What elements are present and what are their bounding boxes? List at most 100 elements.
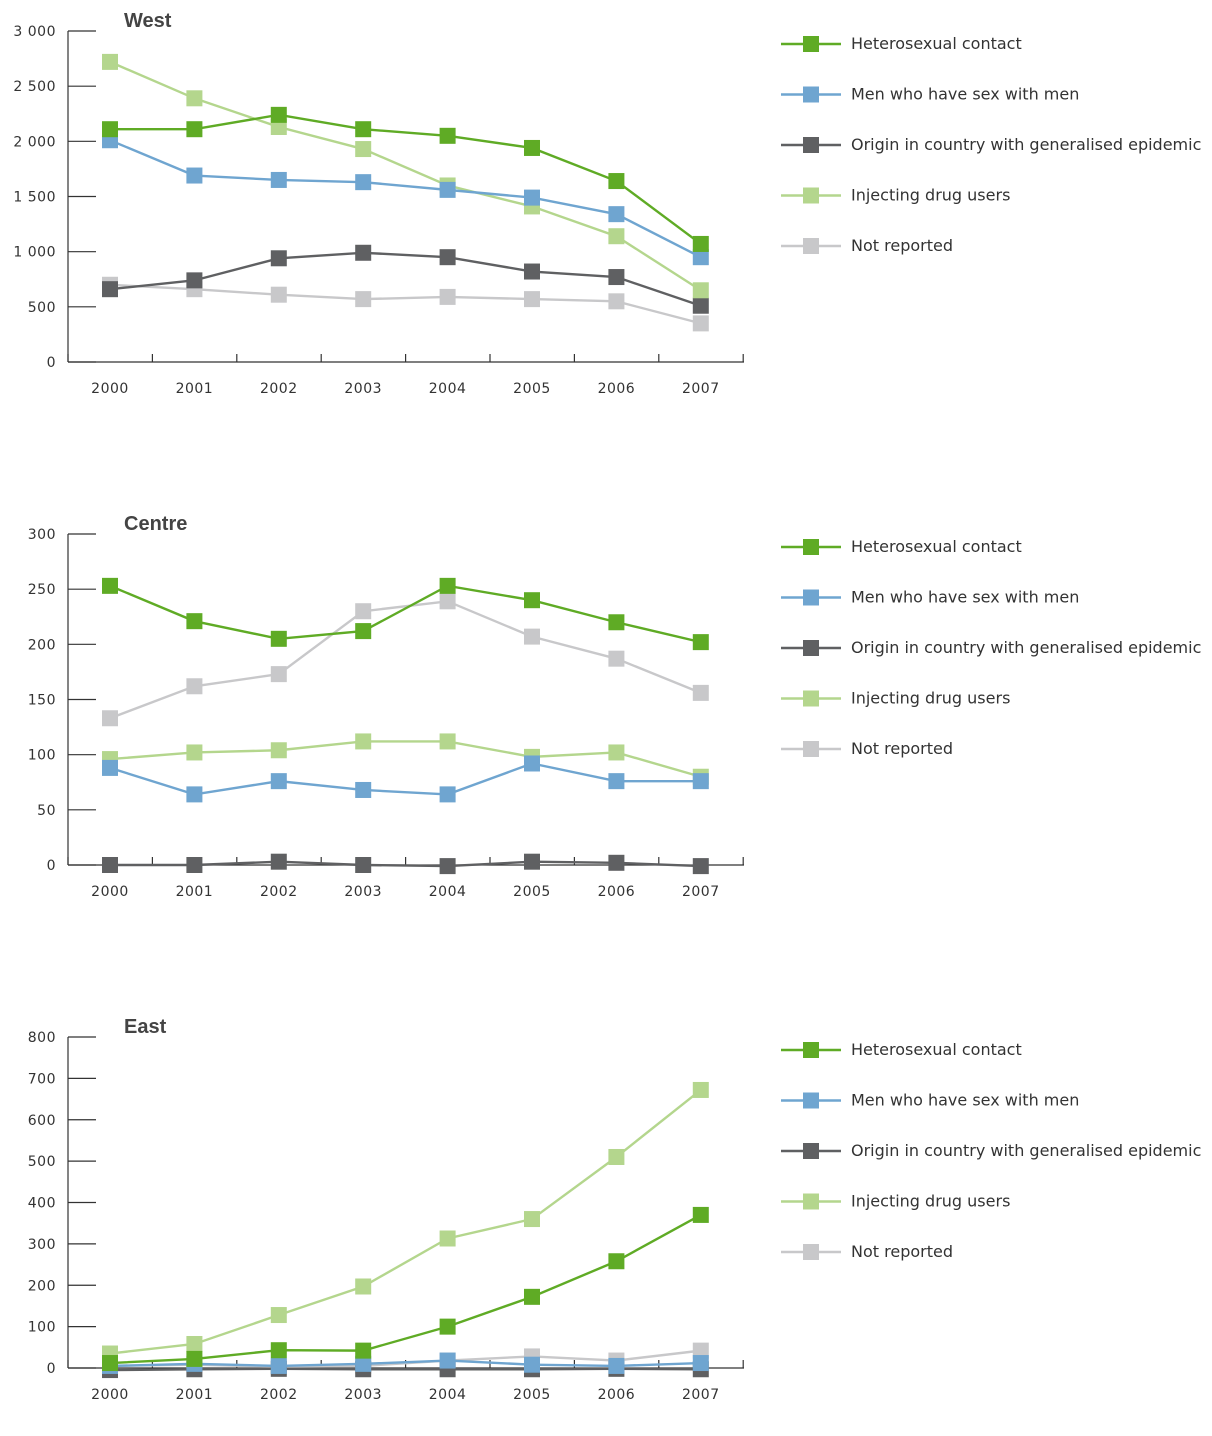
data-point-origin-in-country-with-generalised-epidemic	[692, 297, 709, 314]
legend-label-injecting-drug-users: Injecting drug users	[851, 689, 1010, 708]
legend-label-heterosexual-contact: Heterosexual contact	[851, 1040, 1022, 1059]
legend-swatch-heterosexual-contact	[803, 539, 819, 555]
x-tick-label: 2001	[176, 381, 214, 397]
chart-title-east: East	[124, 1016, 167, 1038]
x-tick-label: 2003	[344, 1387, 382, 1403]
data-point-not-reported	[439, 593, 456, 610]
x-tick-label: 2000	[91, 1387, 129, 1403]
data-point-not-reported	[608, 293, 625, 310]
data-point-not-reported	[186, 678, 203, 695]
legend-swatch-origin-in-country-with-generalised-epidemic	[803, 640, 819, 656]
series-line-heterosexual-contact	[109, 1213, 702, 1365]
legend-swatch-injecting-drug-users	[803, 187, 819, 204]
data-point-heterosexual-contact	[608, 1253, 625, 1270]
data-point-origin-in-country-with-generalised-epidemic	[608, 269, 625, 286]
legend-swatch-origin-in-country-with-generalised-epidemic	[803, 137, 819, 153]
data-point-men-who-have-sex-with-men	[355, 781, 372, 798]
y-tick-label: 50	[37, 803, 56, 819]
chart-centre: Centre 0 50 100 150 200 250 300 2000 2001 2002 2003…	[28, 513, 1202, 900]
y-tick-label: 300	[28, 527, 56, 543]
data-point-heterosexual-contact	[270, 106, 287, 123]
legend-label-origin-in-country-with-generalised-epidemic: Origin in country with generalised epide…	[851, 638, 1201, 657]
legend-label-heterosexual-contact: Heterosexual contact	[851, 537, 1022, 556]
data-point-heterosexual-contact	[524, 592, 540, 609]
data-point-heterosexual-contact	[524, 139, 540, 156]
x-tick-label: 2000	[91, 381, 129, 397]
data-point-injecting-drug-users	[439, 1230, 456, 1247]
x-tick-label: 2005	[513, 381, 551, 397]
x-tick-label: 2006	[598, 381, 636, 397]
series-line-men-who-have-sex-with-men	[109, 762, 701, 796]
data-point-heterosexual-contact	[186, 121, 203, 138]
legend-label-heterosexual-contact: Heterosexual contact	[851, 34, 1022, 53]
data-point-heterosexual-contact	[608, 614, 625, 631]
series-line-injecting-drug-users	[109, 1089, 702, 1355]
y-tick-label: 300	[28, 1237, 56, 1253]
chart-panel-centre: Centre 0 50 100 150 200 250 300 2000 2001 2002 2003…	[0, 503, 1212, 933]
data-point-men-who-have-sex-with-men	[439, 1352, 456, 1369]
legend-label-men-who-have-sex-with-men: Men who have sex with men	[851, 588, 1079, 607]
data-point-men-who-have-sex-with-men	[439, 786, 456, 803]
data-point-men-who-have-sex-with-men	[692, 249, 709, 266]
legend-label-not-reported: Not reported	[851, 739, 953, 758]
data-point-men-who-have-sex-with-men	[692, 1355, 709, 1372]
legend-label-injecting-drug-users: Injecting drug users	[851, 1192, 1010, 1211]
y-tick-label: 0	[47, 858, 56, 874]
data-point-origin-in-country-with-generalised-epidemic	[270, 853, 287, 870]
data-point-men-who-have-sex-with-men	[524, 189, 540, 206]
data-point-not-reported	[692, 684, 709, 701]
y-tick-label: 3 000	[13, 24, 56, 40]
data-point-injecting-drug-users	[186, 90, 203, 107]
data-point-origin-in-country-with-generalised-epidemic	[608, 854, 625, 871]
data-point-not-reported	[355, 291, 372, 308]
data-point-heterosexual-contact	[692, 235, 709, 252]
data-point-heterosexual-contact	[692, 634, 709, 651]
x-tick-label: 2007	[682, 884, 720, 900]
data-point-heterosexual-contact	[186, 613, 203, 630]
data-point-injecting-drug-users	[439, 733, 456, 750]
data-point-men-who-have-sex-with-men	[608, 1357, 625, 1374]
data-point-men-who-have-sex-with-men	[270, 773, 287, 790]
series-line-injecting-drug-users	[109, 740, 702, 778]
data-point-origin-in-country-with-generalised-epidemic	[102, 857, 118, 873]
data-point-not-reported	[608, 650, 625, 667]
data-point-not-reported	[692, 1342, 709, 1359]
data-point-men-who-have-sex-with-men	[608, 206, 625, 223]
legend-label-men-who-have-sex-with-men: Men who have sex with men	[851, 85, 1079, 104]
data-point-heterosexual-contact	[439, 127, 456, 144]
data-point-men-who-have-sex-with-men	[270, 171, 287, 188]
data-point-origin-in-country-with-generalised-epidemic	[439, 858, 456, 875]
data-point-origin-in-country-with-generalised-epidemic	[270, 250, 287, 267]
y-tick-label: 400	[28, 1196, 56, 1212]
x-tick-label: 2001	[176, 1387, 214, 1403]
data-point-not-reported	[439, 288, 456, 305]
series-line-heterosexual-contact	[109, 584, 702, 644]
series-line-not-reported	[109, 283, 702, 325]
data-point-origin-in-country-with-generalised-epidemic	[439, 249, 456, 266]
data-point-heterosexual-contact	[355, 121, 372, 138]
data-point-heterosexual-contact	[270, 1342, 287, 1359]
data-point-injecting-drug-users	[355, 733, 372, 750]
y-tick-label: 2 500	[13, 79, 56, 95]
legend-swatch-injecting-drug-users	[803, 1193, 819, 1210]
x-tick-label: 2004	[429, 1387, 467, 1403]
y-tick-label: 150	[28, 693, 56, 709]
legend-label-origin-in-country-with-generalised-epidemic: Origin in country with generalised epide…	[851, 1141, 1201, 1160]
series-line-origin-in-country-with-generalised-epidemic	[109, 251, 702, 307]
legend-label-men-who-have-sex-with-men: Men who have sex with men	[851, 1091, 1079, 1110]
x-tick-label: 2002	[260, 1387, 298, 1403]
y-tick-label: 500	[28, 1154, 56, 1170]
data-point-injecting-drug-users	[524, 1211, 540, 1228]
data-point-not-reported	[102, 710, 118, 727]
x-tick-label: 2007	[682, 381, 720, 397]
x-tick-label: 2004	[429, 381, 467, 397]
x-tick-label: 2007	[682, 1387, 720, 1403]
data-point-origin-in-country-with-generalised-epidemic	[355, 244, 372, 261]
data-point-heterosexual-contact	[355, 623, 372, 640]
series-line-men-who-have-sex-with-men	[109, 1359, 701, 1368]
legend-swatch-origin-in-country-with-generalised-epidemic	[803, 1143, 819, 1159]
data-point-men-who-have-sex-with-men	[186, 786, 203, 803]
data-point-origin-in-country-with-generalised-epidemic	[355, 857, 372, 873]
data-point-men-who-have-sex-with-men	[524, 755, 540, 772]
data-point-origin-in-country-with-generalised-epidemic	[102, 281, 118, 298]
